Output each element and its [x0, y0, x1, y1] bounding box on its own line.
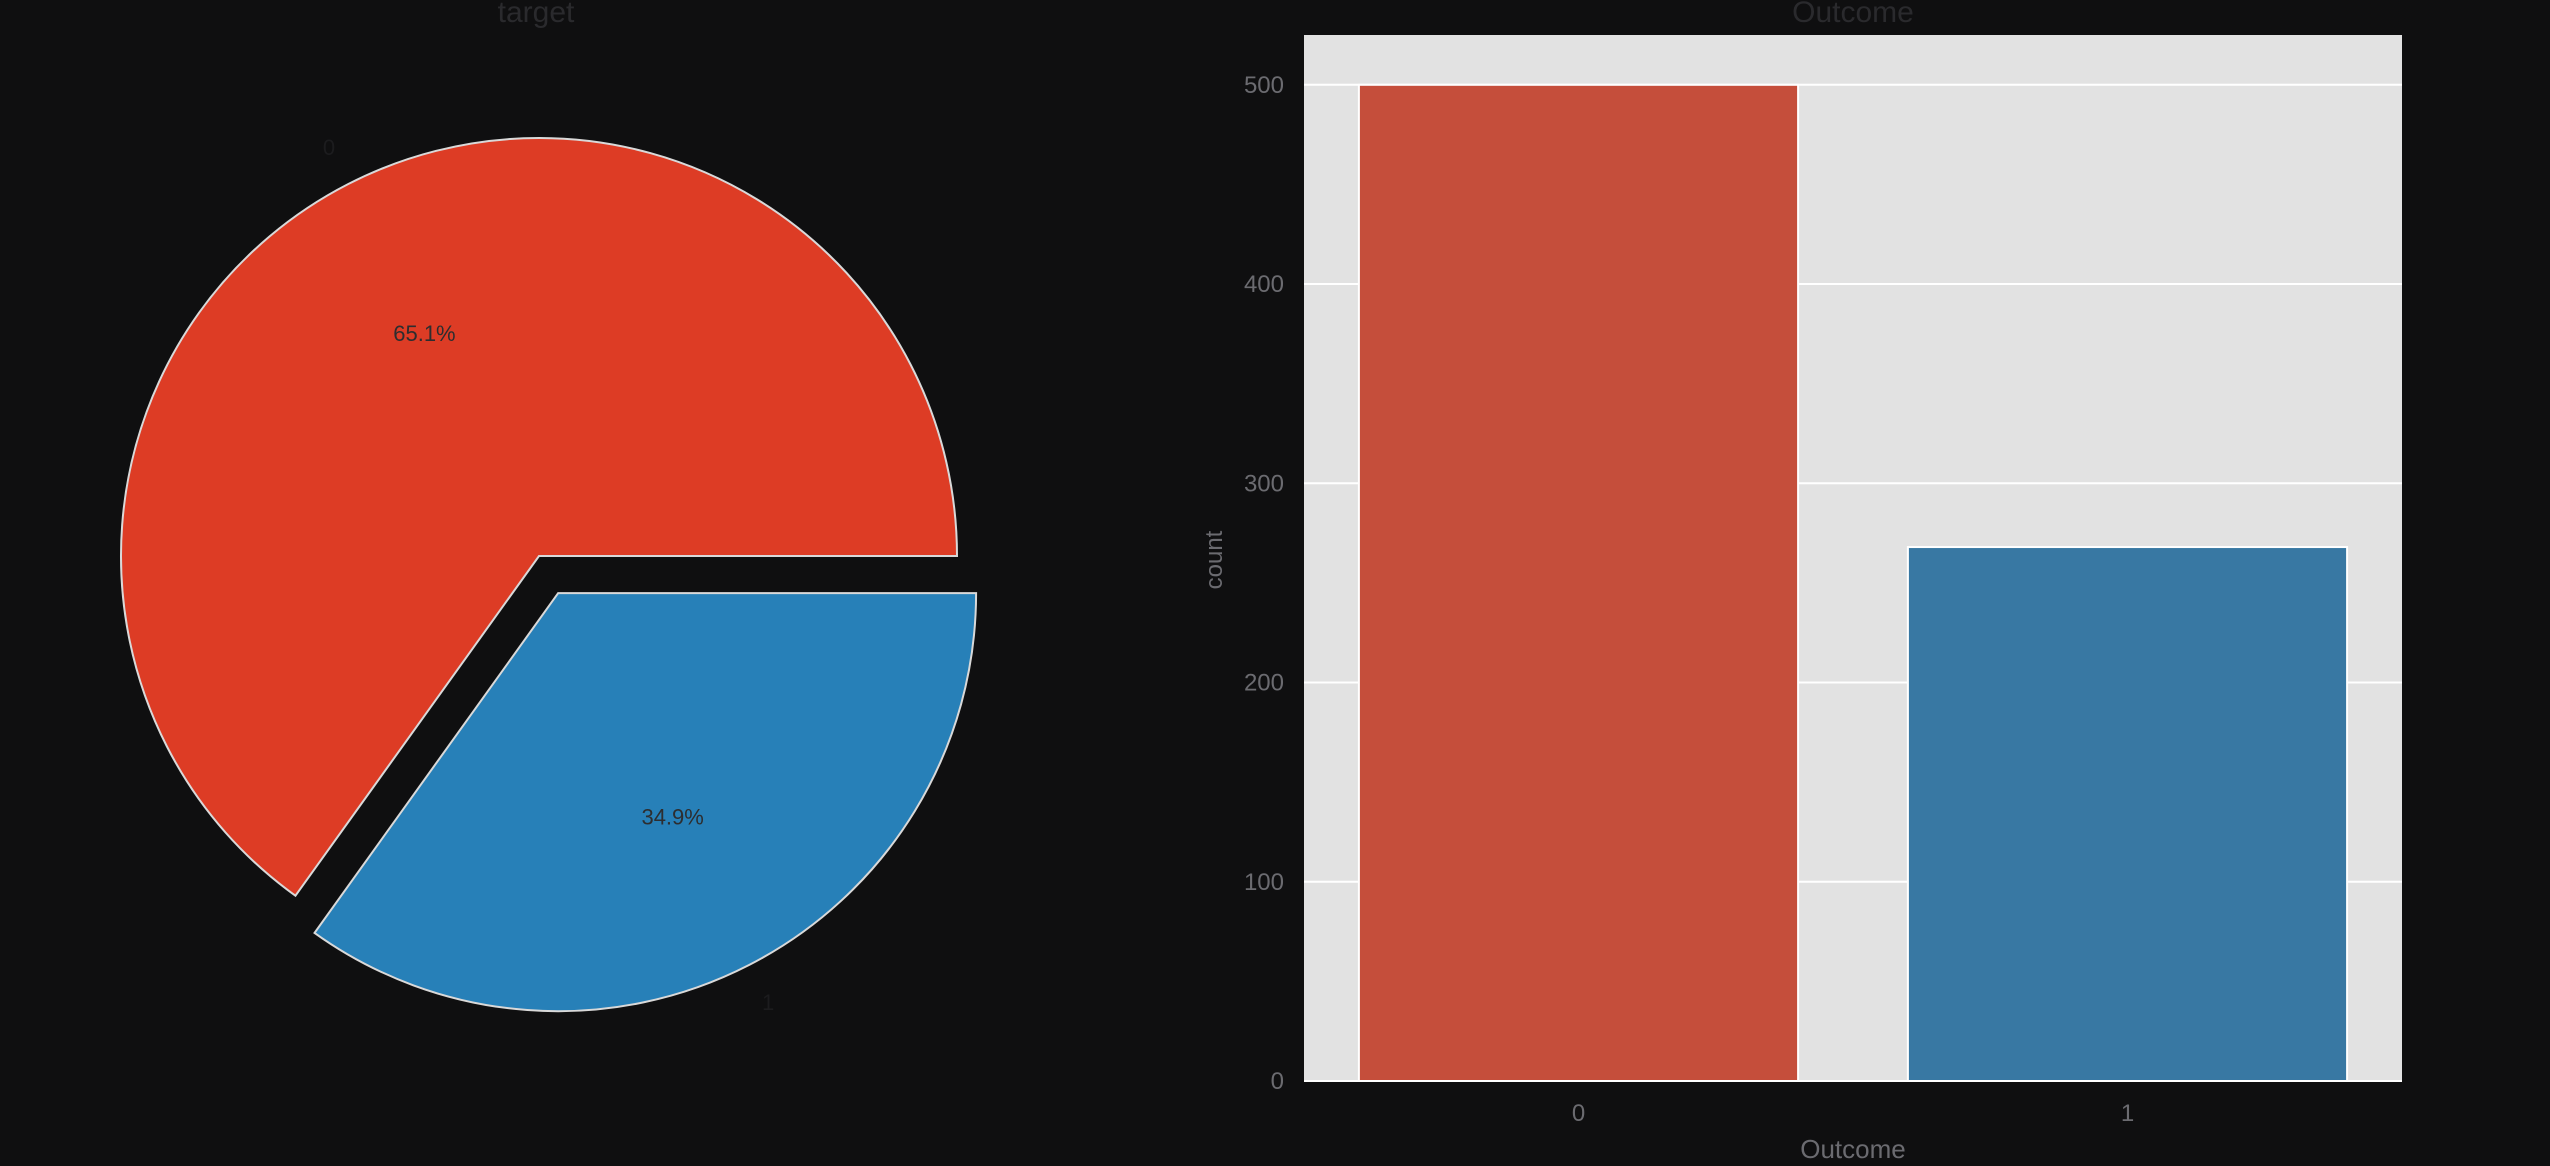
y-tick-label: 0: [1271, 1068, 1284, 1095]
bar-outcome-1: [1906, 546, 2349, 1082]
y-axis-label: count: [1201, 530, 1228, 589]
pie-slice-0: [120, 137, 959, 898]
x-tick-label-0: 0: [1572, 1100, 1585, 1127]
y-tick-label: 100: [1244, 869, 1284, 896]
pie-slice-0-percent-label: 65.1%: [393, 321, 455, 346]
x-axis-label: Outcome: [1800, 1134, 1906, 1164]
y-tick-labels: 0 100 200 300 400 500: [1244, 72, 1284, 1095]
y-tick-label: 200: [1244, 670, 1284, 697]
y-tick-label: 400: [1244, 271, 1284, 298]
bar-outcome-0: [1357, 83, 1800, 1083]
pie-slice-1-percent-label: 34.9%: [641, 804, 703, 829]
pie-slice-0-category-label: 0: [323, 135, 335, 160]
x-tick-label-1: 1: [2121, 1100, 2134, 1127]
y-tick-label: 500: [1244, 72, 1284, 99]
pie-slice-1: [313, 592, 978, 1013]
pie-chart-title: target: [498, 0, 575, 29]
pie-slice-1-category-label: 1: [762, 990, 774, 1015]
bar-chart-panel: Outcome 0 100 200 300 400 500 0 1 Outcom…: [1201, 0, 2402, 1164]
y-tick-label: 300: [1244, 470, 1284, 497]
pie-chart-panel: target 65.1% 34.9% 0 1: [120, 0, 978, 1015]
bar-chart-title: Outcome: [1792, 0, 1914, 29]
